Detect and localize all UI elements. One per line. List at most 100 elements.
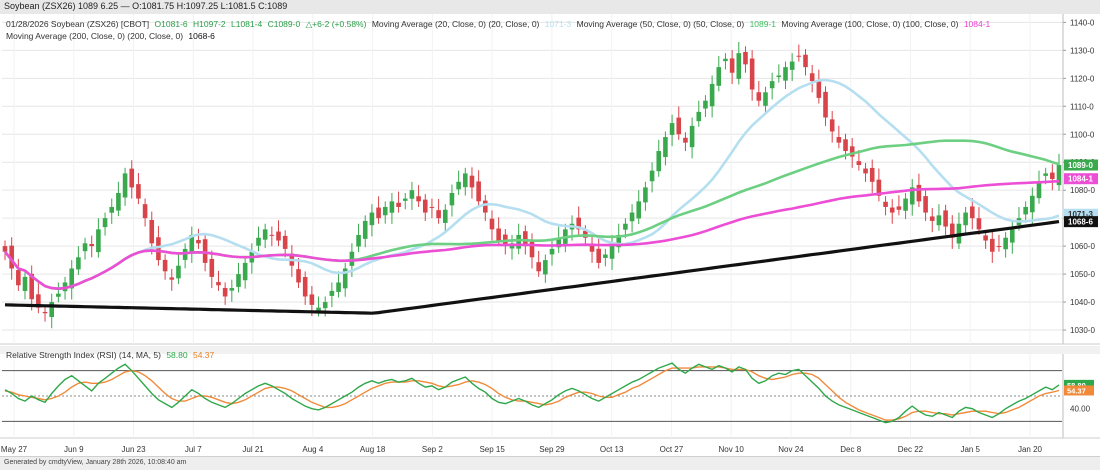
last-value-tag [1064,216,1098,228]
candle-body [743,51,748,65]
candle-body [402,198,408,201]
price-panel-bg [0,14,1100,344]
candle-body [429,206,435,208]
rsi-legend-ma-value: 54.37 [192,350,215,360]
candle-body [696,111,702,122]
candle-body [422,199,428,213]
candle-body [469,175,475,188]
candle-body [976,218,982,230]
candle-body [9,245,14,269]
x-tick-label: Oct 13 [600,445,624,454]
candle-body [389,201,395,213]
rsi-last-value-tag [1064,379,1094,390]
last-value-tag [1064,159,1098,171]
candle-body [876,179,882,196]
candle-body [242,262,248,281]
candle-body [329,290,335,296]
legend-ma200-value: 1068-6 [188,31,215,41]
candle-body [929,216,935,221]
candle-body [516,234,521,249]
candle-body [676,117,682,135]
candle-body [523,231,528,247]
candle-body [863,168,868,174]
candle-body [816,80,822,98]
price-tick-label: 1140-0 [1070,18,1095,27]
price-tick-label: 1100-0 [1070,130,1095,139]
candle-body [2,246,8,252]
candle-body [536,262,541,272]
rsi-tick-label: 40.00 [1070,405,1091,414]
candle-body [156,237,161,261]
candle-body [629,212,635,222]
rsi-last-value-tag [1064,385,1094,396]
x-tick-label: Sep 29 [539,445,565,454]
x-tick-label: Aug 18 [360,445,386,454]
candle-body [969,206,975,219]
candle-body [589,243,595,252]
candle-body [909,187,915,205]
candle-body [623,223,628,230]
candle-body [643,187,648,203]
candle-body [769,81,775,89]
rsi-line [4,362,1060,424]
candle-body [262,229,268,240]
candle-body [222,287,228,297]
candle-body [136,184,141,199]
candle-body [549,248,555,255]
legend-ma20-value: 1071-3 [544,19,572,29]
price-tick-label: 1130-0 [1070,46,1095,55]
candle-body [416,196,421,202]
legend-low: L1081-4 [231,19,263,29]
candle-body [202,239,208,263]
last-value-text: 1084-1 [1068,175,1093,184]
candle-body [789,61,795,70]
candle-body [903,198,908,211]
candle-body [649,170,655,182]
candle-body [936,215,942,226]
candle-body [996,246,1002,248]
x-tick-label: Jan 5 [960,445,980,454]
candle-body [736,53,742,79]
legend-symbol: 01/28/2026 Soybean (ZSX26) [CBOT] [6,19,150,29]
candle-body [342,268,348,289]
candle-body [656,151,662,172]
price-tick-label: 1040-0 [1070,298,1095,307]
x-tick-label: Dec 22 [898,445,924,454]
last-value-text: 1068-6 [1068,218,1093,227]
candle-body [709,83,715,107]
last-value-tag [1064,173,1098,185]
candle-body [129,168,135,188]
candle-body [162,259,168,272]
price-tick-label: 1080-0 [1070,186,1095,195]
rsi-legend-label: Relative Strength Index (RSI) (14, MA, 5… [6,350,161,360]
candle-body [703,100,708,109]
candle-body [122,173,128,198]
candle-body [189,234,195,252]
candle-body [543,260,548,275]
candle-body [1043,173,1048,176]
candle-body [489,218,495,230]
candle-body [783,67,788,81]
candle-body [963,212,968,226]
candle-body [689,125,695,148]
ma200-line [4,220,1060,315]
price-tick-label: 1060-0 [1070,242,1095,251]
candle-body [1050,172,1055,179]
candle-body [369,212,375,226]
candle-body [796,55,802,57]
candle-body [989,238,995,252]
x-tick-label: Jun 23 [122,445,147,454]
legend-high: H1097-2 [193,19,226,29]
candle-body [883,201,888,207]
candle-body [683,137,688,143]
legend-ma100-value: 1084-1 [963,19,991,29]
candle-body [82,243,88,252]
candle-body [336,282,341,292]
candle-body [16,270,21,286]
candle-body [803,54,808,68]
candle-body [603,254,608,258]
candle-body [449,192,455,206]
last-value-tag [1064,208,1098,220]
candle-body [236,274,241,287]
